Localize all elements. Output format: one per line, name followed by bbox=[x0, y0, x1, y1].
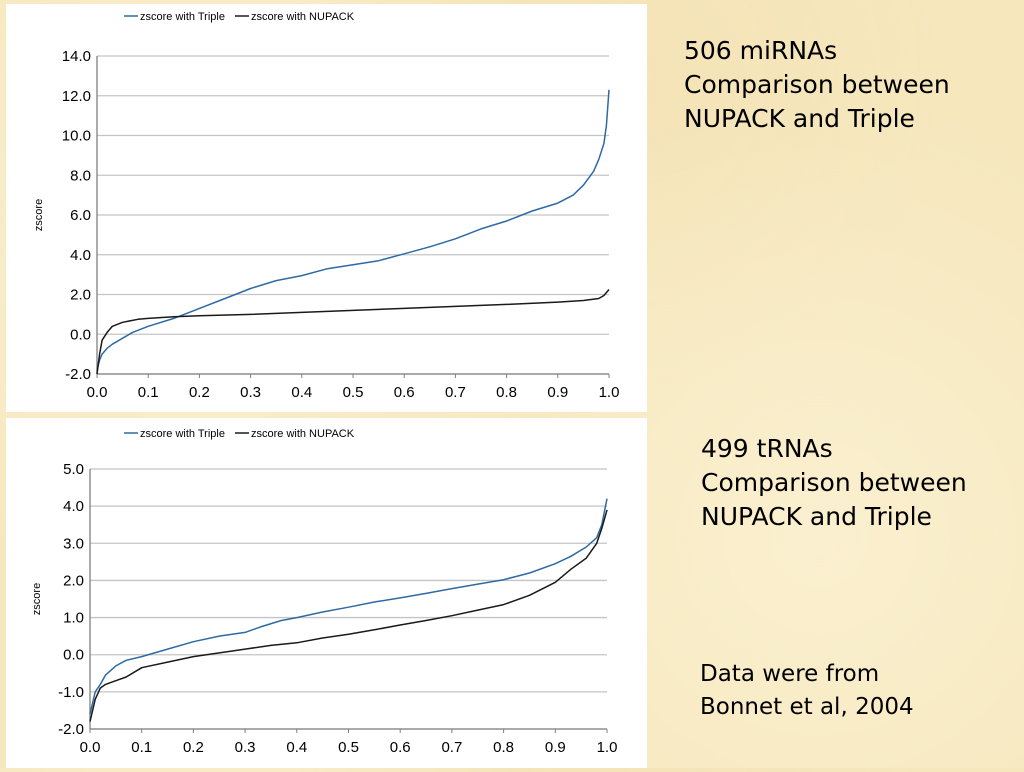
x-tick-label: 0.3 bbox=[235, 739, 256, 756]
y-tick-label: 12.0 bbox=[62, 88, 91, 105]
legend-item-triple-label: zscore with Triple bbox=[140, 11, 225, 23]
y-tick-label: 5.0 bbox=[63, 461, 84, 478]
y-tick-label: 6.0 bbox=[70, 207, 91, 224]
x-tick-label: 0.3 bbox=[240, 384, 261, 401]
legend-item-triple-label: zscore with Triple bbox=[140, 428, 225, 440]
x-tick-label: 0.6 bbox=[390, 739, 411, 756]
x-tick-label: 0.0 bbox=[87, 384, 108, 401]
chart-legend: zscore with Triple zscore with NUPACK bbox=[124, 428, 355, 440]
y-tick-label: 4.0 bbox=[63, 498, 84, 515]
y-tick-label: 0.0 bbox=[70, 326, 91, 343]
source-line: Data were from bbox=[700, 661, 880, 687]
series-line-triple bbox=[96, 89, 610, 371]
x-tick-label: 0.8 bbox=[493, 739, 514, 756]
series-line-nupack bbox=[96, 289, 610, 375]
y-tick-label: -2.0 bbox=[65, 366, 91, 383]
y-axis-label: zscore bbox=[31, 583, 43, 615]
caption-line: NUPACK and Triple bbox=[684, 104, 915, 133]
x-tick-label: 0.4 bbox=[291, 384, 312, 401]
x-tick-label: 0.9 bbox=[545, 739, 566, 756]
caption-count: 506 miRNAs bbox=[684, 36, 838, 65]
caption-line: Comparison between bbox=[701, 468, 967, 497]
y-axis-label: zscore bbox=[33, 199, 45, 231]
trna-caption: 499 tRNAs Comparison between NUPACK and … bbox=[701, 432, 967, 534]
x-tick-label: 0.4 bbox=[286, 739, 307, 756]
x-tick-label: 0.6 bbox=[394, 384, 415, 401]
trna-zscore-chart: -2.0 -1.0 0.0 1.0 2.0 3.0 4.0 5.0 0.0 0.1 0.2 0.3 0.… bbox=[31, 428, 618, 756]
x-tick-label: 0.7 bbox=[441, 739, 462, 756]
caption-line: NUPACK and Triple bbox=[701, 502, 932, 531]
y-tick-label: -2.0 bbox=[58, 721, 84, 738]
y-tick-label: 10.0 bbox=[62, 128, 91, 145]
y-tick-label: 1.0 bbox=[63, 610, 84, 627]
y-tick-label: 2.0 bbox=[63, 572, 84, 589]
x-tick-label: 0.0 bbox=[80, 739, 101, 756]
y-tick-label: 3.0 bbox=[63, 535, 84, 552]
chart-legend: zscore with Triple zscore with NUPACK bbox=[124, 11, 355, 23]
x-tick-label: 0.8 bbox=[496, 384, 517, 401]
chart-panel-mirna: -2.0 0.0 2.0 4.0 6.0 8.0 10.0 12.0 14.0 0.0 0.1 0.2… bbox=[6, 4, 647, 412]
source-line: Bonnet et al, 2004 bbox=[700, 694, 914, 720]
x-tick-label: 0.7 bbox=[445, 384, 466, 401]
x-tick-label: 0.2 bbox=[183, 739, 204, 756]
y-tick-label: 8.0 bbox=[70, 167, 91, 184]
y-tick-label: 0.0 bbox=[63, 647, 84, 664]
x-tick-label: 0.2 bbox=[189, 384, 210, 401]
legend-item-nupack-label: zscore with NUPACK bbox=[251, 11, 355, 23]
legend-item-nupack-label: zscore with NUPACK bbox=[251, 428, 355, 440]
y-tick-label: 2.0 bbox=[70, 287, 91, 304]
series-line-triple bbox=[89, 498, 608, 715]
x-tick-label: 0.9 bbox=[547, 384, 568, 401]
chart-panel-trna: -2.0 -1.0 0.0 1.0 2.0 3.0 4.0 5.0 0.0 0.1 0.2 0.3 0.… bbox=[6, 418, 647, 768]
x-tick-label: 0.5 bbox=[338, 739, 359, 756]
caption-line: Comparison between bbox=[684, 70, 950, 99]
caption-count: 499 tRNAs bbox=[701, 434, 833, 463]
x-tick-label: 1.0 bbox=[599, 384, 620, 401]
mirna-caption: 506 miRNAs Comparison between NUPACK and… bbox=[684, 34, 950, 136]
y-tick-label: -1.0 bbox=[58, 684, 84, 701]
data-source-note: Data were from Bonnet et al, 2004 bbox=[700, 658, 914, 724]
series-line-nupack bbox=[89, 509, 608, 722]
x-tick-label: 1.0 bbox=[597, 739, 618, 756]
y-tick-label: 14.0 bbox=[62, 48, 91, 65]
mirna-zscore-chart: -2.00.02.04.06.08.010.012.014.00.0 0.1 0.2… bbox=[33, 11, 620, 401]
x-tick-label: 0.5 bbox=[343, 384, 364, 401]
x-tick-label: 0.1 bbox=[138, 384, 159, 401]
x-tick-label: 0.1 bbox=[131, 739, 152, 756]
y-tick-label: 4.0 bbox=[70, 247, 91, 264]
